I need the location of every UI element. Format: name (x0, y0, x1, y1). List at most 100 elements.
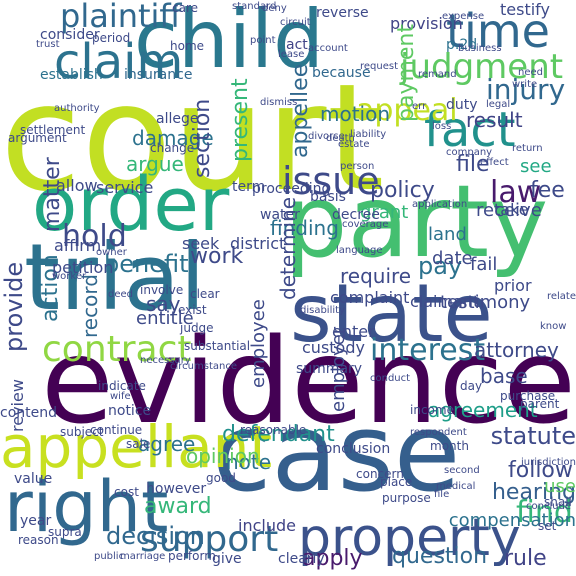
cloud-word: public (94, 551, 125, 562)
cloud-word: loss (432, 121, 452, 132)
cloud-word: deny (262, 3, 287, 14)
cloud-word: contend (0, 405, 57, 421)
cloud-word: district (230, 234, 286, 253)
cloud-word: file (434, 489, 450, 500)
cloud-word: fact (424, 102, 516, 158)
cloud-word: place (380, 475, 413, 489)
cloud-word: fail (470, 254, 498, 275)
cloud-word: property (298, 508, 521, 568)
cloud-word: return (512, 143, 543, 154)
cloud-word: effect (480, 157, 509, 168)
cloud-word: benefit (104, 250, 189, 278)
cloud-word: standard (232, 1, 277, 12)
cloud-word: set (538, 519, 557, 533)
cloud-word: hearing (491, 480, 576, 505)
cloud-word: conduct (370, 373, 411, 384)
cloud-word: entitle (136, 308, 194, 329)
cloud-word: home (170, 39, 205, 53)
cloud-word: defendant (222, 422, 335, 447)
cloud-word: continue (90, 423, 143, 437)
cloud-word: point (250, 35, 276, 46)
cloud-word: medical (436, 481, 476, 492)
cloud-word: coverage (342, 219, 389, 230)
cloud-word: request (360, 61, 399, 72)
cloud-word: perform (168, 549, 216, 563)
cloud-word: authority (54, 103, 100, 114)
cloud-word: result (466, 108, 523, 132)
cloud-word: day (460, 379, 483, 393)
cloud-word: worker (52, 271, 87, 282)
cloud-word: date (432, 248, 473, 269)
cloud-word: order (32, 162, 230, 248)
cloud-word: judge (180, 321, 214, 335)
cloud-word: reason (18, 533, 59, 547)
cloud-word: deed (108, 289, 133, 300)
cloud-word: legal (486, 99, 511, 110)
cloud-word: apply (302, 546, 363, 571)
cloud-word: person (340, 161, 375, 172)
cloud-word: law (490, 175, 542, 210)
cloud-word: trial (24, 224, 206, 331)
cloud-word: write (512, 79, 538, 90)
cloud-word: contract (42, 329, 192, 370)
cloud-word: injury (486, 73, 566, 106)
cloud-word: conclusion (316, 441, 391, 457)
cloud-word: insurance (124, 67, 193, 83)
cloud-word: appellant (0, 413, 273, 481)
cloud-word: estate (338, 139, 370, 150)
cloud-word: decree (332, 207, 380, 223)
cloud-word: require (340, 264, 412, 288)
cloud-word: testimony (440, 292, 531, 313)
cloud-word: petition (52, 258, 114, 277)
cloud-word: value (14, 471, 53, 487)
cloud-word: provide (0, 261, 28, 352)
cloud-word: however (146, 481, 207, 497)
cloud-word: enter (332, 322, 375, 341)
cloud-word: summary (296, 361, 363, 377)
cloud-word: include (238, 516, 296, 535)
cloud-word: conclude (526, 501, 572, 512)
cloud-word: custody (302, 338, 365, 357)
cloud-word: notice (108, 403, 152, 419)
cloud-word: concern (356, 467, 404, 481)
cloud-word: opinion (186, 444, 260, 468)
cloud-word: dismiss (260, 97, 298, 108)
cloud-word: work (190, 244, 244, 269)
cloud-word: child (134, 0, 324, 86)
cloud-word: second (444, 465, 480, 476)
cloud-word: compensation (448, 510, 576, 531)
cloud-word: act (286, 37, 308, 53)
cloud-word: proceeding (252, 181, 331, 197)
cloud-word: base (480, 364, 528, 388)
cloud-word: record (78, 274, 102, 338)
cloud-word: change (150, 141, 195, 155)
cloud-word: term (232, 179, 266, 195)
cloud-word: issue (282, 159, 380, 203)
cloud-word: parent (520, 397, 560, 411)
cloud-word: argue (126, 152, 184, 176)
cloud-word: service (96, 178, 154, 197)
cloud-word: award (144, 494, 212, 519)
cloud-word: death (326, 133, 355, 144)
cloud-word: agree (138, 432, 196, 456)
cloud-word: account (308, 43, 348, 54)
cloud-word: good (206, 471, 236, 485)
cloud-word: employee (248, 299, 269, 388)
cloud-word: respondent (410, 427, 467, 438)
cloud-word: wife (110, 391, 131, 402)
cloud-word: exist (178, 303, 207, 317)
cloud-word: reverse (316, 5, 369, 21)
cloud-word: establish (40, 67, 103, 83)
cloud-word: allow (56, 176, 98, 195)
cloud-word: allege (156, 111, 199, 127)
cloud-word: necessary (140, 355, 191, 366)
cloud-word: consider (40, 27, 100, 43)
cloud-word: interest (370, 333, 486, 368)
cloud-word: prior (494, 276, 532, 295)
cloud-word: use (544, 476, 576, 497)
cloud-word: involve (140, 283, 184, 297)
cloud-word: because (312, 65, 371, 81)
cloud-word: follow (508, 458, 573, 483)
cloud-word: err (412, 101, 427, 112)
